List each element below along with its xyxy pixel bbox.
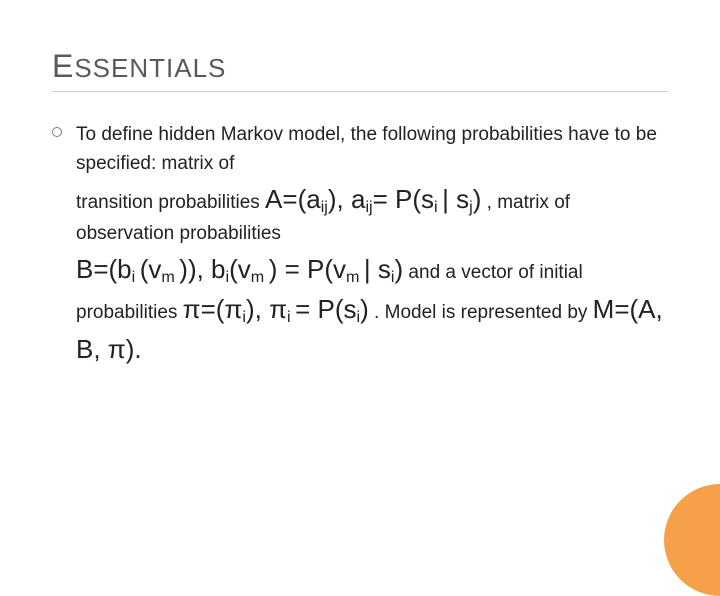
slide-title: ESSENTIALS (52, 48, 668, 92)
text: To define hidden Markov model, the follo… (76, 124, 657, 174)
equation-B: B=(bi (vm )), bi(vm ) = P(vm | si) (76, 254, 403, 284)
text: . Model is represented by (369, 302, 593, 323)
title-cap: E (52, 48, 74, 84)
title-rest: SSENTIALS (74, 53, 226, 83)
decorative-corner-circle (664, 484, 720, 596)
bullet-icon (52, 127, 62, 137)
body-text: To define hidden Markov model, the follo… (76, 120, 668, 370)
text: transition probabilities (76, 192, 265, 213)
slide: ESSENTIALS To define hidden Markov model… (0, 0, 720, 540)
equation-pi: π=(πi), πi = P(si) (183, 294, 369, 324)
equation-A: A=(aij), aij= P(si | sj) (265, 184, 481, 214)
bullet-item: To define hidden Markov model, the follo… (52, 120, 668, 370)
